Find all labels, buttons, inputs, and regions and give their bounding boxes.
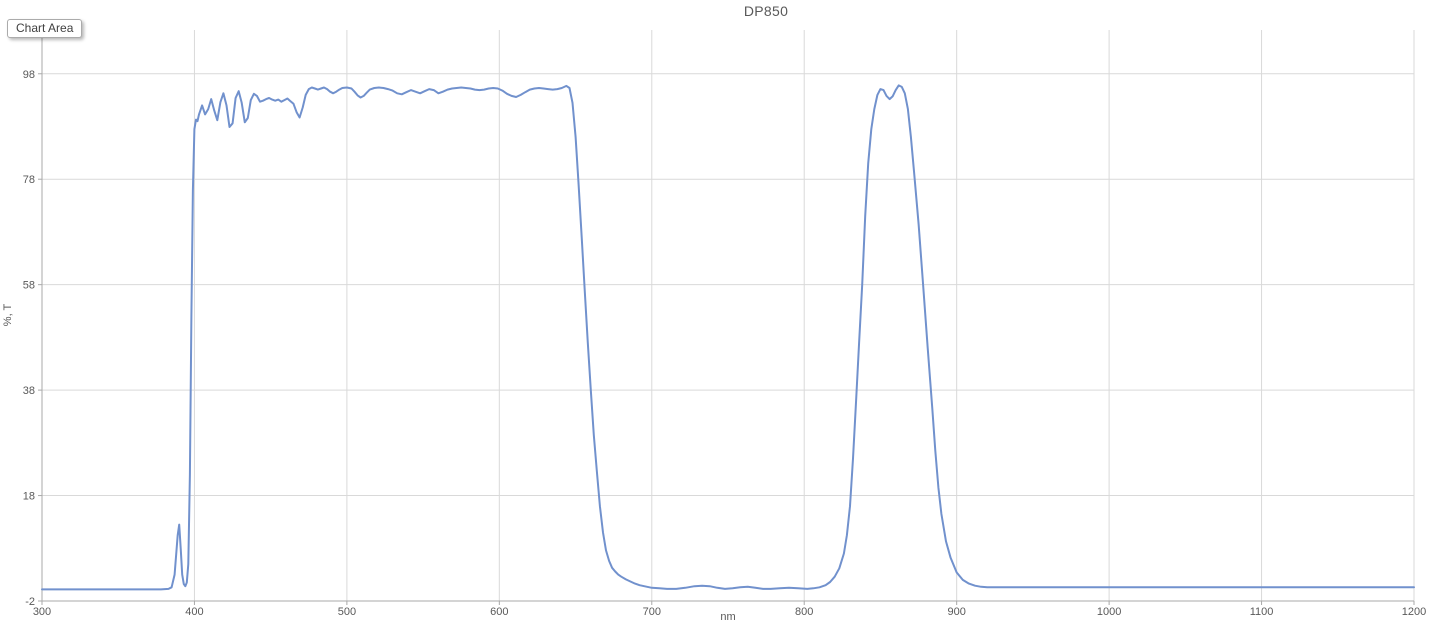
y-tick-label: 98 xyxy=(23,69,35,81)
x-tick-label: 1200 xyxy=(1402,606,1426,618)
x-tick-label: 600 xyxy=(490,606,508,618)
x-tick-label: 500 xyxy=(338,606,356,618)
chart-title: DP850 xyxy=(743,3,789,19)
x-axis-title: nm xyxy=(720,611,736,623)
x-tick-label: 1100 xyxy=(1250,606,1274,618)
series-line-dp850 xyxy=(41,84,1415,591)
x-tick-label: 900 xyxy=(947,606,965,618)
x-tick-label: 800 xyxy=(795,606,813,618)
y-tick-label: 78 xyxy=(23,174,35,186)
x-tick-label: 1000 xyxy=(1097,606,1121,618)
y-axis-title: %, T xyxy=(2,303,14,327)
y-tick-label: -2 xyxy=(25,596,35,608)
x-tick-label: 400 xyxy=(185,606,203,618)
y-tick-label: 58 xyxy=(23,280,35,292)
y-tick-label: 38 xyxy=(23,385,35,397)
y-tick-label: 18 xyxy=(23,491,35,503)
chart-area-tooltip: Chart Area xyxy=(7,19,83,38)
x-tick-label: 300 xyxy=(33,606,51,618)
x-tick-label: 700 xyxy=(643,606,661,618)
